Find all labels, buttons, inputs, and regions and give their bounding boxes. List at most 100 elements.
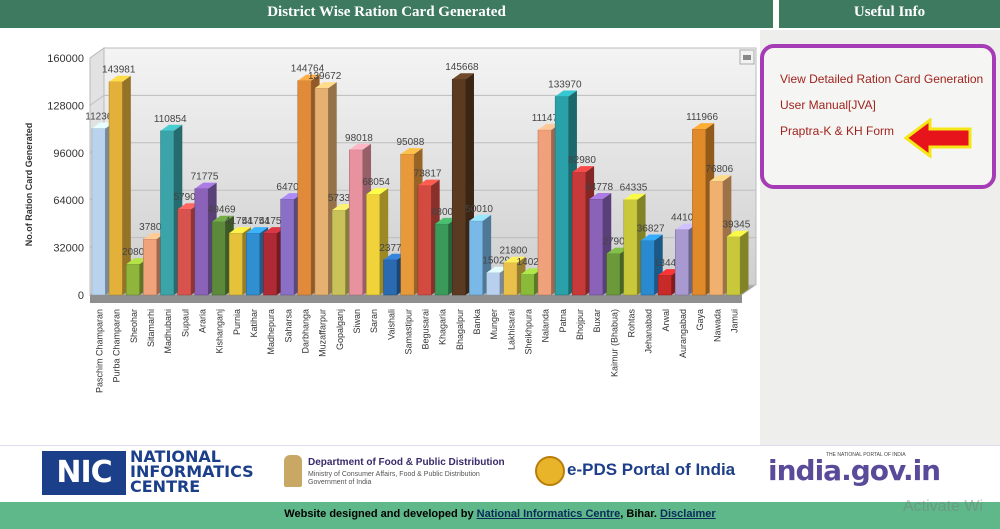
- y-tick-label: 32000: [53, 243, 84, 255]
- bar-top: [555, 90, 577, 97]
- bar: [726, 236, 741, 296]
- bar: [160, 130, 175, 296]
- bar-top: [709, 175, 732, 182]
- bar-top: [246, 227, 269, 234]
- x-tick-label: Muzaffarpur: [318, 309, 328, 357]
- bar-top: [675, 223, 698, 230]
- bar-value-label: 111966: [686, 112, 718, 123]
- epds-seal-icon: [535, 456, 565, 486]
- x-tick-label: Purba Champaran: [112, 309, 122, 383]
- bar-value-label: 71775: [191, 172, 219, 183]
- x-tick-label: Sitamarhi: [146, 309, 156, 347]
- bar-value-label: 49469: [208, 205, 236, 216]
- chart-section-header: District Wise Ration Card Generated: [0, 0, 773, 28]
- praptra-form-link[interactable]: Praptra-K & KH Form: [780, 124, 895, 138]
- useful-info-title: Useful Info: [853, 4, 926, 20]
- bar: [366, 193, 381, 296]
- x-tick-label: Sheohar: [129, 309, 139, 343]
- nic-name: NATIONAL INFORMATICS CENTRE: [130, 447, 254, 496]
- user-manual-link[interactable]: User Manual[JVA]: [780, 98, 876, 112]
- bar-value-label: 50010: [465, 204, 493, 215]
- bar: [640, 240, 655, 296]
- bar-side: [122, 75, 131, 295]
- bar-side: [740, 230, 749, 295]
- bar-value-label: 64702: [276, 182, 304, 193]
- bar-top: [640, 234, 663, 241]
- disclaimer-link[interactable]: Disclaimer: [660, 508, 716, 520]
- bar: [657, 274, 672, 296]
- x-tick-label: Araria: [198, 309, 208, 333]
- bar-value-label: 36827: [637, 223, 665, 234]
- x-tick-label: Katihar: [249, 309, 259, 338]
- bar: [692, 128, 707, 296]
- bar-value-label: 20808: [122, 247, 150, 258]
- bar-value-label: 44100: [671, 213, 699, 224]
- national-emblem-icon: [284, 455, 302, 487]
- bar-value-label: 41754: [242, 216, 270, 227]
- bar-top: [589, 193, 612, 200]
- bar: [434, 223, 449, 296]
- bar-top: [211, 215, 234, 222]
- y-tick-label: 128000: [47, 100, 84, 112]
- bar-top: [452, 73, 474, 80]
- bar-top: [692, 123, 715, 130]
- bar-value-label: 98018: [345, 133, 373, 144]
- bar-top: [520, 268, 543, 275]
- bar: [211, 221, 226, 296]
- bar-top: [469, 214, 492, 221]
- chart-floor-front: [90, 295, 742, 303]
- bar: [383, 259, 398, 296]
- chart-area: 0 32000 64000 96000 128000 160000 No.of Ration…: [0, 30, 760, 438]
- bar: [108, 81, 123, 296]
- x-tick-label: Supaul: [180, 309, 190, 337]
- x-tick-label: Darbhanga: [300, 309, 310, 354]
- bar-value-label: 145668: [445, 62, 479, 73]
- x-tick-label: Gaya: [695, 309, 705, 331]
- partner-logos-band: [0, 445, 1000, 502]
- bar: [297, 80, 312, 296]
- useful-links-box: View Detailed Ration Card Generation Use…: [760, 44, 996, 189]
- bar: [331, 209, 346, 296]
- x-tick-label: Paschim Champaran: [95, 309, 105, 393]
- nic-link[interactable]: National Informatics Centre: [476, 508, 621, 520]
- bar: [554, 96, 569, 296]
- x-tick-label: Bhojpur: [575, 309, 585, 340]
- bar: [280, 198, 295, 296]
- x-tick-label: Jehanabad: [644, 309, 654, 354]
- x-tick-label: Patna: [558, 309, 568, 333]
- bar-top: [280, 193, 303, 200]
- view-detailed-link[interactable]: View Detailed Ration Card Generation: [780, 72, 984, 86]
- bar-value-label: 15029: [482, 256, 510, 267]
- bar-top: [349, 143, 372, 150]
- x-tick-label: Kaimur (Bhabua): [609, 309, 619, 377]
- x-tick-label: Samastipur: [403, 309, 413, 355]
- bar-value-label: 21800: [499, 246, 527, 257]
- bar-top: [417, 179, 440, 186]
- bar: [125, 263, 140, 296]
- bar: [520, 273, 535, 296]
- bar: [451, 78, 466, 296]
- bar: [246, 232, 260, 296]
- bar-value-label: 76806: [705, 164, 733, 175]
- x-tick-label: Saharsa: [283, 309, 293, 343]
- bar-value-label: 14022: [517, 257, 545, 268]
- gridline-side: [89, 47, 105, 59]
- bar-value-label: 13441: [654, 258, 682, 269]
- bar: [469, 220, 483, 296]
- bar-value-label: 37800: [139, 222, 167, 233]
- bar: [675, 229, 689, 296]
- bar-value-label: 23774: [379, 243, 407, 254]
- bar-value-label: 41754: [225, 216, 253, 227]
- bar-value-label: 57903: [173, 192, 201, 203]
- bar-top: [383, 253, 406, 260]
- x-tick-label: Nalanda: [541, 309, 551, 343]
- x-tick-label: Rohtas: [626, 309, 636, 338]
- x-tick-label: Buxar: [592, 309, 602, 333]
- bar-top: [658, 269, 680, 276]
- bar-top: [194, 182, 217, 189]
- bar-top: [143, 233, 166, 240]
- x-tick-label: Purnia: [232, 309, 242, 335]
- useful-info-header: Useful Info: [779, 0, 1000, 28]
- x-tick-label: Bhagalpur: [455, 309, 465, 350]
- bar-top: [229, 227, 251, 234]
